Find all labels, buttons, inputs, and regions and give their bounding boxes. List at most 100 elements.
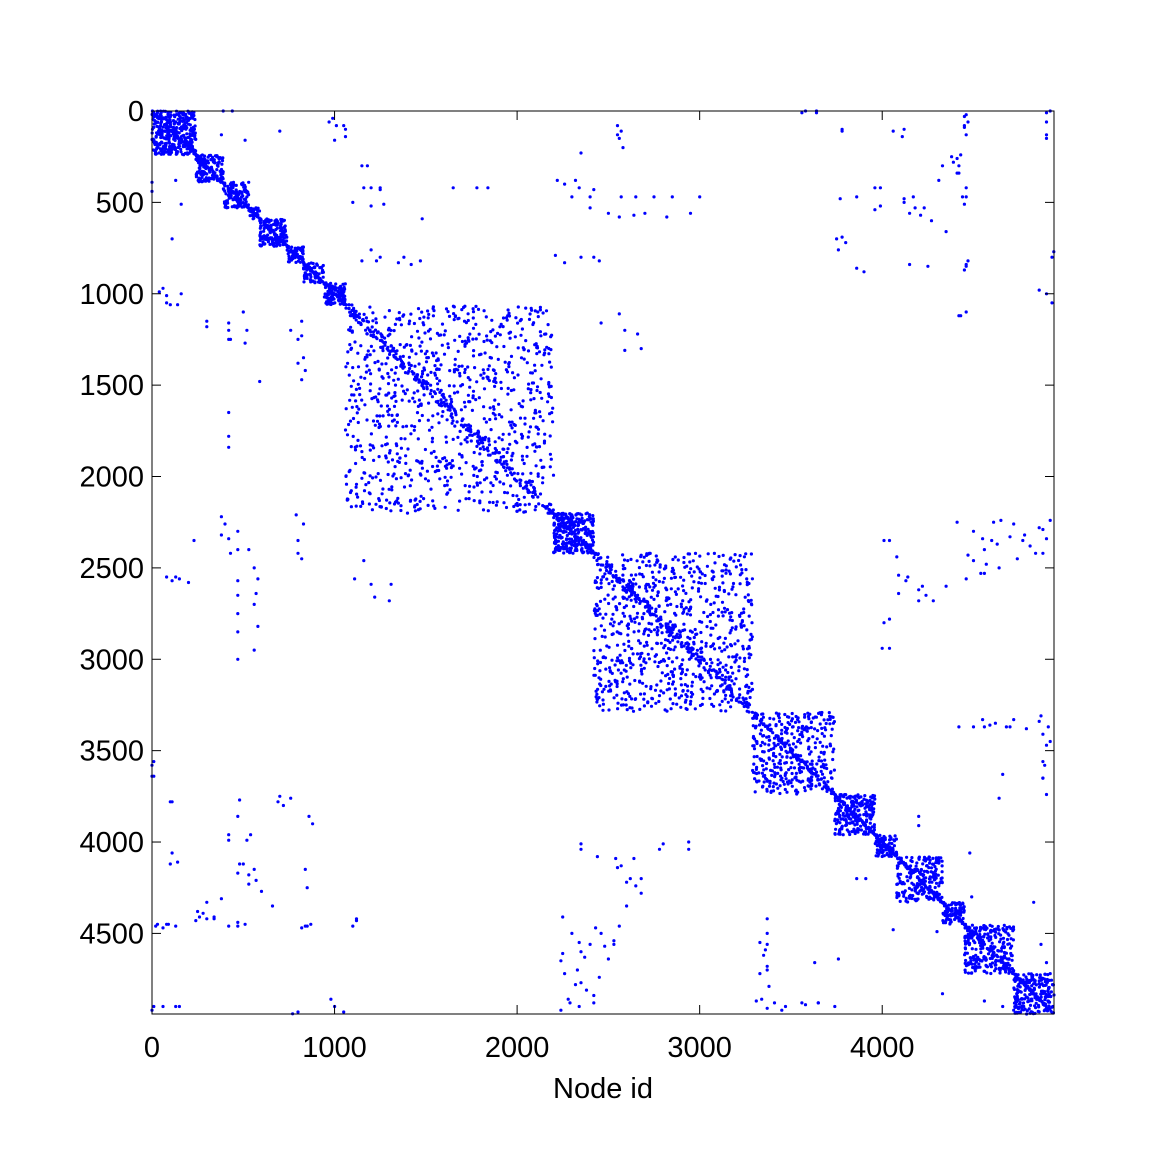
block-8-point [531, 443, 535, 447]
block-2-point [224, 192, 228, 196]
block-8-point [407, 322, 411, 326]
block-8-point [486, 367, 490, 371]
diagonal-point [573, 532, 577, 537]
block-8-point [410, 424, 414, 428]
block-8-point [433, 371, 437, 375]
block-14-point [927, 891, 931, 895]
block-8-point [441, 392, 445, 396]
block-11-point [759, 744, 763, 748]
block-11-point [755, 765, 759, 770]
block-8-point [387, 309, 391, 313]
block-8-point [427, 428, 432, 432]
block-14-point [907, 886, 912, 891]
diagonal-point [436, 400, 440, 405]
block-8-point [354, 504, 358, 508]
block-9-point [555, 532, 559, 536]
block-14-point [925, 864, 929, 868]
diagonal-point [348, 314, 352, 318]
block-10-point [741, 647, 746, 651]
diagonal-point [488, 453, 492, 457]
block-0-point [185, 126, 189, 130]
block-8-point [488, 500, 492, 504]
block-10-point [634, 600, 638, 604]
diagonal-point [400, 360, 405, 365]
block-9-point [581, 527, 586, 531]
block-8-point [374, 395, 378, 399]
block-10-point [680, 667, 685, 672]
block-8-point [451, 419, 455, 423]
block-8-point [371, 419, 376, 423]
block-14-point [918, 883, 922, 887]
block-11-point [765, 761, 769, 765]
block-10-point [668, 676, 672, 681]
diagonal-point [948, 908, 952, 912]
block-7-point [322, 295, 326, 299]
block-8-point [387, 326, 391, 330]
block-10-point [683, 565, 687, 569]
block-10-point [742, 607, 746, 611]
block-8-point [404, 461, 408, 465]
diagonal-point [494, 459, 498, 463]
block-10-point [650, 647, 654, 651]
block-11-point [763, 776, 768, 781]
block-8-point [431, 306, 435, 311]
diagonal-point [822, 780, 826, 784]
block-14-point [934, 881, 939, 885]
block-10-point [599, 585, 603, 590]
diagonal-point [247, 206, 251, 210]
block-10-point [623, 566, 627, 571]
block-8-point [539, 377, 543, 381]
block-14-point [900, 882, 904, 886]
block-8-point [524, 306, 528, 310]
block-14-point [932, 898, 936, 902]
block-10-point [691, 692, 695, 696]
block-12-point [859, 828, 864, 832]
block-8-point [529, 483, 533, 487]
block-9-point [586, 551, 590, 555]
block-8-point [453, 357, 457, 361]
block-11-point [759, 728, 764, 732]
block-10-point [655, 558, 659, 562]
block-8-point [402, 485, 407, 489]
block-2-point [228, 192, 232, 196]
block-8-point [410, 478, 414, 482]
block-10-point [642, 632, 646, 636]
diagonal-point [686, 650, 690, 654]
block-8-point [395, 317, 399, 321]
block-10-point [749, 552, 754, 556]
block-10-point [657, 570, 661, 574]
block-0-point [172, 121, 176, 126]
diagonal-point [874, 834, 878, 838]
diagonal-point [614, 569, 618, 573]
block-9-point [569, 546, 573, 550]
block-0-point [176, 117, 180, 121]
block-8-point [347, 422, 351, 427]
block-10-point [625, 708, 629, 712]
block-10-point [639, 663, 643, 667]
block-8-point [419, 473, 423, 477]
diagonal-point [643, 605, 648, 609]
block-0-point [187, 111, 191, 115]
block-10-point [710, 577, 714, 581]
block-10-point [685, 668, 689, 672]
block-10-point [622, 668, 626, 672]
block-11-point [776, 742, 780, 747]
block-11-point [790, 784, 794, 788]
block-9-point [581, 551, 585, 555]
diagonal-point [449, 404, 453, 408]
block-9-point [556, 539, 561, 543]
block-9-point [565, 549, 569, 553]
block-8-point [398, 456, 402, 460]
block-10-point [729, 628, 733, 633]
diagonal-point [762, 722, 766, 726]
block-10-point [637, 622, 641, 626]
block-10-point [669, 670, 673, 674]
diagonal-point [682, 644, 686, 648]
block-11-point [780, 755, 784, 759]
block-8-point [439, 388, 443, 392]
block-8-point [534, 464, 538, 468]
block-10-point [729, 615, 733, 619]
block-14-point [929, 866, 934, 870]
block-8-point [546, 323, 550, 327]
block-14-point [922, 869, 927, 874]
